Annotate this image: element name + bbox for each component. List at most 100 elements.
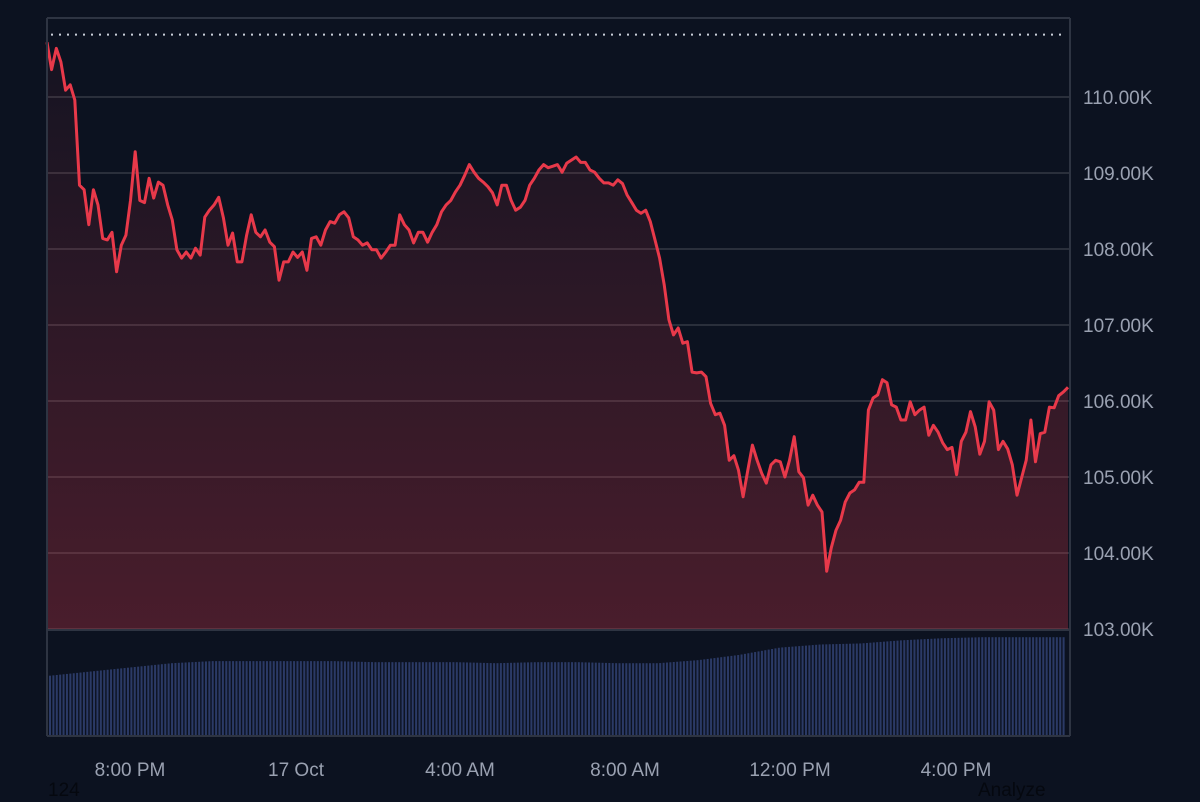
volume-bar bbox=[889, 641, 892, 736]
volume-bar bbox=[811, 645, 814, 736]
volume-bar bbox=[137, 666, 140, 736]
volume-bar bbox=[103, 670, 106, 736]
volume-bar bbox=[49, 675, 51, 736]
volume-bar bbox=[330, 661, 333, 736]
volume-bar bbox=[784, 647, 787, 736]
volume-bar bbox=[167, 663, 170, 736]
volume-bar bbox=[632, 663, 635, 736]
y-tick-label: 110.00K bbox=[1083, 88, 1153, 109]
volume-bar bbox=[323, 661, 326, 736]
volume-bar bbox=[177, 662, 180, 736]
volume-bar bbox=[767, 649, 770, 736]
volume-bar bbox=[699, 659, 702, 736]
volume-bar bbox=[347, 661, 350, 736]
volume-bar bbox=[449, 662, 452, 736]
volume-bar bbox=[577, 662, 580, 736]
volume-bar bbox=[849, 643, 852, 736]
volume-bar bbox=[354, 661, 357, 736]
volume-bar bbox=[896, 640, 899, 736]
volume-bar bbox=[618, 663, 621, 736]
volume-bar bbox=[496, 663, 499, 736]
volume-bar bbox=[69, 673, 72, 736]
volume-bar bbox=[933, 638, 936, 736]
volume-bar bbox=[923, 639, 926, 736]
volume-bar bbox=[669, 662, 672, 736]
volume-bar bbox=[788, 646, 791, 736]
volume-bar bbox=[1035, 637, 1038, 736]
volume-bar bbox=[1032, 637, 1035, 736]
volume-bar bbox=[79, 672, 82, 736]
volume-bar bbox=[567, 662, 570, 736]
analyze-link[interactable]: Analyze bbox=[978, 780, 1046, 801]
volume-bar bbox=[110, 669, 113, 736]
volume-bar bbox=[543, 662, 546, 736]
volume-bar bbox=[218, 661, 221, 736]
volume-bar bbox=[743, 653, 746, 736]
volume-bar bbox=[442, 662, 445, 736]
volume-bar bbox=[771, 648, 774, 736]
volume-bar bbox=[876, 642, 879, 736]
volume-bar bbox=[506, 662, 509, 736]
volume-bar bbox=[116, 668, 119, 736]
volume-bar bbox=[55, 674, 58, 736]
volume-bar bbox=[974, 637, 977, 736]
y-tick-label: 105.00K bbox=[1083, 468, 1154, 489]
volume-bar bbox=[191, 662, 194, 736]
volume-bar bbox=[106, 669, 109, 736]
volume-bar bbox=[598, 662, 601, 736]
volume-bar bbox=[899, 640, 902, 736]
volume-bar bbox=[337, 661, 340, 736]
volume-bar bbox=[1004, 637, 1007, 736]
volume-bar bbox=[547, 662, 550, 736]
volume-bar bbox=[703, 659, 706, 736]
volume-bar bbox=[730, 655, 733, 736]
volume-bar bbox=[740, 654, 743, 736]
volume-bar bbox=[838, 643, 841, 736]
volume-bar bbox=[377, 662, 380, 736]
volume-bar bbox=[1021, 637, 1024, 736]
volume-bar bbox=[279, 661, 282, 736]
volume-bar bbox=[781, 647, 784, 736]
volume-bar bbox=[893, 640, 896, 736]
volume-bar bbox=[706, 658, 709, 736]
volume-bar bbox=[852, 643, 855, 736]
volume-bar bbox=[445, 662, 448, 736]
volume-bar bbox=[259, 661, 262, 736]
volume-bar bbox=[804, 645, 807, 736]
volume-bar bbox=[560, 662, 563, 736]
volume-bar bbox=[120, 668, 123, 736]
volume-bar bbox=[82, 672, 85, 736]
volume-bar bbox=[981, 637, 984, 736]
volume-bar bbox=[1062, 637, 1065, 736]
volume-bar bbox=[723, 656, 726, 736]
volume-bar bbox=[710, 658, 713, 736]
volume-bar bbox=[927, 638, 930, 736]
volume-bar bbox=[747, 653, 750, 736]
volume-bar bbox=[991, 637, 994, 736]
volume-bar bbox=[171, 663, 174, 736]
volume-bar bbox=[557, 662, 560, 736]
volume-bar bbox=[621, 663, 624, 736]
volume-bar bbox=[872, 642, 875, 736]
volume-bar bbox=[682, 661, 685, 736]
volume-bar bbox=[628, 663, 631, 736]
volume-bar bbox=[93, 671, 96, 736]
volume-bar bbox=[794, 646, 797, 736]
volume-bar bbox=[262, 661, 265, 736]
volume-bar bbox=[187, 662, 190, 736]
volume-bar bbox=[306, 661, 309, 736]
volume-bar bbox=[1038, 637, 1041, 736]
volume-bar bbox=[371, 662, 374, 736]
volume-bar bbox=[967, 637, 970, 736]
volume-bar bbox=[289, 661, 292, 736]
volume-bar bbox=[791, 646, 794, 736]
volume-bar bbox=[913, 639, 916, 736]
volume-bar bbox=[476, 662, 479, 736]
x-tick-label: 4:00 AM bbox=[425, 760, 495, 781]
volume-bar bbox=[994, 637, 997, 736]
volume-bar bbox=[757, 651, 760, 736]
volume-bar bbox=[425, 662, 428, 736]
volume-bar bbox=[645, 663, 648, 736]
volume-bar bbox=[140, 666, 143, 736]
